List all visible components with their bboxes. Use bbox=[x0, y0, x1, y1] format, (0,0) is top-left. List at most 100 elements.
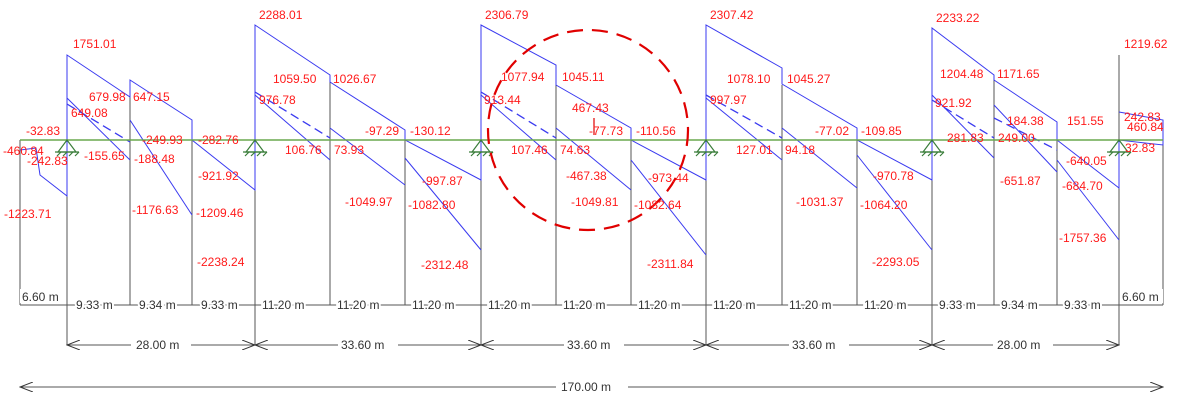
shear-label: -460.84 bbox=[3, 144, 44, 158]
shear-label: -921.92 bbox=[198, 169, 239, 183]
shear-label: 2307.42 bbox=[710, 8, 754, 22]
shear-label: -1176.63 bbox=[132, 203, 179, 217]
pin-support-icon bbox=[243, 139, 268, 157]
envelope-segment bbox=[931, 99, 995, 139]
shear-label: 647.15 bbox=[133, 90, 170, 104]
shear-label: 467.43 bbox=[572, 101, 609, 115]
span-dimension: 6.60 m bbox=[1122, 290, 1159, 304]
envelope-segment bbox=[66, 103, 131, 143]
shear-label: 649.08 bbox=[71, 106, 108, 120]
shear-label: 1751.01 bbox=[73, 37, 117, 51]
span-dimension: 9.34 m bbox=[1001, 298, 1038, 312]
shear-segment bbox=[19, 24, 1164, 198]
shear-label: -188.48 bbox=[134, 152, 175, 166]
shear-label: -32.83 bbox=[26, 124, 60, 138]
span-dimension: 11.20 m bbox=[789, 298, 831, 312]
span-dimension: 11.20 m bbox=[713, 298, 755, 312]
span-dimension: 11.20 m bbox=[412, 298, 454, 312]
shear-label: -77.73 bbox=[589, 124, 623, 138]
pin-support-icon bbox=[1107, 139, 1132, 157]
shear-label: 2288.01 bbox=[259, 8, 303, 22]
span-dimension: 11.20 m bbox=[262, 298, 304, 312]
shear-label: -651.87 bbox=[1000, 174, 1041, 188]
shear-segment bbox=[329, 127, 406, 186]
shear-label: 1219.62 bbox=[1124, 37, 1168, 51]
span-dimension: 9.34 m bbox=[139, 298, 176, 312]
span-dimension: 11.20 m bbox=[488, 298, 530, 312]
shear-label: 242.83 bbox=[1124, 110, 1161, 124]
span-dimension: 11.20 m bbox=[864, 298, 906, 312]
shear-label: -1082.80 bbox=[408, 198, 456, 212]
shear-label: 997.97 bbox=[710, 93, 747, 107]
shear-segment bbox=[404, 157, 482, 251]
envelope-segment bbox=[480, 91, 557, 139]
shear-segment bbox=[555, 127, 632, 191]
shear-label: 679.98 bbox=[89, 90, 126, 104]
shear-label: 921.92 bbox=[935, 96, 972, 110]
shear-label: 1204.48 bbox=[940, 67, 984, 81]
span-dimension-labels: 6.60 m 9.33 m 9.34 m 9.33 m 11.20 m 11.2… bbox=[20, 289, 1163, 314]
span-dimension: 9.33 m bbox=[939, 298, 976, 312]
shear-segment bbox=[480, 94, 557, 161]
shear-label: 32.83 bbox=[1125, 141, 1155, 155]
pin-support-icon bbox=[55, 139, 80, 157]
shear-label: -242.83 bbox=[27, 154, 68, 168]
span-dimension: 6.60 m bbox=[22, 290, 59, 304]
shear-label: -997.87 bbox=[422, 174, 463, 188]
shear-segment bbox=[781, 127, 858, 189]
shear-label: -1049.81 bbox=[571, 195, 619, 209]
shear-label: -640.05 bbox=[1066, 154, 1107, 168]
shear-label: 2306.79 bbox=[485, 8, 529, 22]
shear-label: 1077.94 bbox=[501, 70, 545, 84]
shear-segment bbox=[129, 119, 193, 216]
shear-label: -2293.05 bbox=[872, 255, 920, 269]
shear-label: 281.83 bbox=[947, 131, 984, 145]
supports bbox=[55, 139, 1132, 157]
shear-lines bbox=[19, 24, 1164, 256]
shear-label: 106.76 bbox=[285, 143, 322, 157]
shear-label: 1059.50 bbox=[273, 72, 317, 86]
shear-segment bbox=[705, 97, 783, 161]
pin-support-icon bbox=[920, 139, 945, 157]
shear-label: 127.01 bbox=[736, 143, 773, 157]
shear-label: -1064.20 bbox=[860, 198, 908, 212]
shear-label: 1045.27 bbox=[787, 72, 831, 86]
shear-segment bbox=[630, 159, 707, 256]
shear-label: 2233.22 bbox=[936, 11, 980, 25]
shear-label: -1031.37 bbox=[796, 195, 844, 209]
shear-label: -77.02 bbox=[815, 124, 849, 138]
shear-label: -282.76 bbox=[198, 133, 239, 147]
shear-label: -109.85 bbox=[861, 124, 902, 138]
shear-label: -2311.84 bbox=[647, 257, 694, 271]
shear-label: 1045.11 bbox=[562, 70, 605, 84]
span-dimension: 11.20 m bbox=[638, 298, 680, 312]
shear-label: 94.18 bbox=[785, 143, 815, 157]
span-dimension: 9.33 m bbox=[1064, 298, 1101, 312]
shear-segment bbox=[254, 94, 331, 161]
shear-label: -1209.46 bbox=[196, 206, 244, 220]
group-dimension: 28.00 m bbox=[136, 338, 179, 352]
shear-label: -110.56 bbox=[636, 124, 676, 138]
group-dimension: 28.00 m bbox=[997, 338, 1040, 352]
highlight-circle bbox=[486, 28, 690, 232]
shear-label: -1082.64 bbox=[634, 198, 682, 212]
span-dimension: 11.20 m bbox=[337, 298, 379, 312]
envelope-segment bbox=[705, 94, 783, 139]
envelope-segment bbox=[254, 91, 331, 139]
envelope-segment bbox=[993, 117, 1058, 151]
pin-support-icon bbox=[469, 139, 494, 157]
shear-label: -684.70 bbox=[1062, 179, 1103, 193]
shear-segment bbox=[931, 94, 995, 159]
group-dimension: 33.60 m bbox=[792, 338, 835, 352]
shear-segment bbox=[856, 154, 933, 251]
shear-label: -973.44 bbox=[648, 171, 689, 185]
shear-label: 1026.67 bbox=[333, 72, 377, 86]
shear-label: 460.84 bbox=[1127, 120, 1164, 134]
span-dimension: 9.33 m bbox=[76, 298, 113, 312]
total-dimension: 170.00 m bbox=[561, 380, 611, 394]
shear-label: 107.46 bbox=[511, 143, 548, 157]
shear-label: 1078.10 bbox=[727, 72, 771, 86]
envelope-lines bbox=[66, 91, 1058, 151]
shear-label: 184.38 bbox=[1007, 114, 1044, 128]
span-dimension: 11.20 m bbox=[563, 298, 605, 312]
